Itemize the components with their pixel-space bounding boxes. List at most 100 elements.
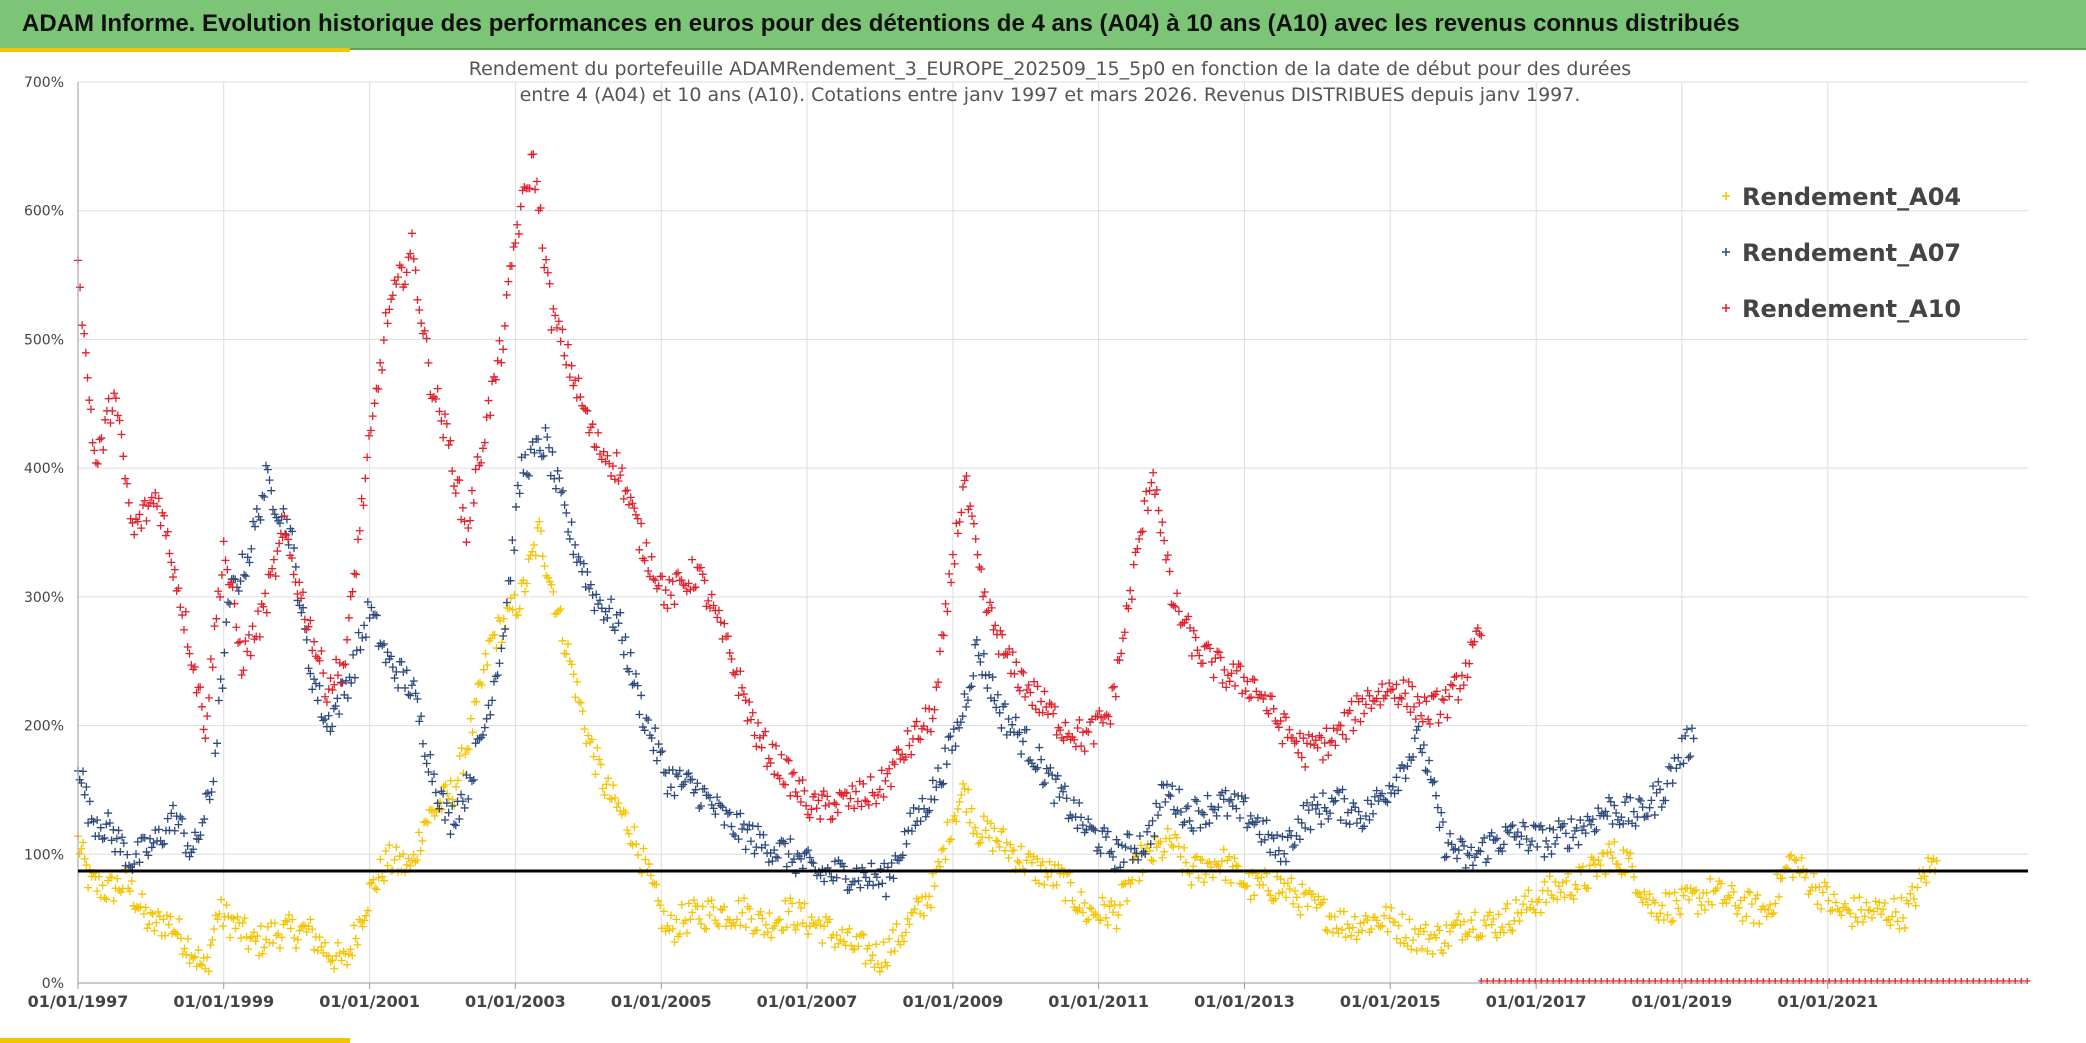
data-point — [310, 675, 319, 684]
data-point — [217, 895, 226, 904]
data-point — [695, 803, 704, 812]
data-point — [234, 638, 243, 647]
data-point — [94, 872, 103, 881]
data-point — [1331, 741, 1340, 750]
data-point — [1456, 684, 1465, 693]
data-point — [332, 655, 341, 664]
data-point — [684, 769, 693, 778]
data-point — [1264, 709, 1273, 718]
data-point — [987, 603, 996, 612]
data-point — [705, 911, 714, 920]
data-point — [896, 940, 905, 949]
data-point — [937, 780, 946, 789]
data-point — [1187, 881, 1196, 890]
data-point — [1248, 675, 1257, 684]
data-point — [1061, 896, 1070, 905]
data-point — [1453, 854, 1462, 863]
data-point — [1429, 692, 1438, 701]
data-point — [1603, 849, 1612, 858]
data-point — [1117, 649, 1126, 658]
data-point — [1340, 794, 1349, 803]
data-point — [263, 465, 272, 474]
data-point — [1603, 812, 1612, 821]
data-point — [734, 835, 743, 844]
data-point — [1376, 791, 1385, 800]
data-point — [716, 801, 725, 810]
data-point — [1824, 896, 1833, 905]
data-point — [374, 873, 383, 882]
data-point — [1826, 907, 1835, 916]
data-point — [142, 847, 151, 856]
data-point — [757, 743, 766, 752]
data-point — [169, 801, 178, 810]
data-point — [1059, 736, 1068, 745]
data-point — [1363, 686, 1372, 695]
data-point — [1219, 795, 1228, 804]
data-point — [948, 746, 957, 755]
data-point — [738, 824, 747, 833]
data-point — [1381, 797, 1390, 806]
data-point — [471, 465, 480, 474]
data-point — [1276, 875, 1285, 884]
data-point — [976, 838, 985, 847]
data-point — [381, 847, 390, 856]
data-point — [244, 944, 253, 953]
data-point — [1638, 898, 1647, 907]
data-point — [208, 663, 217, 672]
data-point — [1463, 849, 1472, 858]
data-point — [1214, 803, 1223, 812]
data-point — [1629, 807, 1638, 816]
data-point — [170, 565, 179, 574]
data-point — [574, 552, 583, 561]
data-point — [197, 702, 206, 711]
data-point — [877, 963, 886, 972]
data-point — [1419, 740, 1428, 749]
data-point — [164, 920, 173, 929]
data-point — [1697, 901, 1706, 910]
data-point — [1164, 790, 1173, 799]
data-point — [1237, 792, 1246, 801]
data-point — [406, 249, 415, 258]
data-point — [144, 851, 153, 860]
data-point — [937, 846, 946, 855]
data-point — [914, 734, 923, 743]
data-point — [672, 770, 681, 779]
data-point — [1078, 908, 1087, 917]
data-point — [861, 873, 870, 882]
data-point — [1418, 717, 1427, 726]
data-point — [765, 909, 774, 918]
x-tick-label: 01/01/2015 — [1340, 992, 1441, 1011]
data-point — [1381, 902, 1390, 911]
data-point — [1485, 908, 1494, 917]
data-point — [857, 802, 866, 811]
data-point — [1105, 902, 1114, 911]
data-point — [634, 850, 643, 859]
data-point — [1274, 723, 1283, 732]
data-point — [1508, 821, 1517, 830]
data-point — [865, 941, 874, 950]
data-point — [957, 508, 966, 517]
data-point — [1515, 840, 1524, 849]
data-point — [227, 913, 236, 922]
data-point — [395, 852, 404, 861]
data-point — [174, 584, 183, 593]
data-point — [993, 837, 1002, 846]
data-point — [1045, 699, 1054, 708]
data-point — [881, 776, 890, 785]
data-point — [556, 337, 565, 346]
data-point — [928, 776, 937, 785]
data-point — [640, 726, 649, 735]
data-point — [346, 945, 355, 954]
data-point — [1667, 917, 1676, 926]
data-point — [467, 486, 476, 495]
data-point — [409, 254, 418, 263]
data-point — [452, 782, 461, 791]
data-point — [1520, 892, 1529, 901]
data-point — [630, 823, 639, 832]
data-point — [908, 908, 917, 917]
data-point — [495, 336, 504, 345]
data-point — [848, 781, 857, 790]
data-point — [610, 626, 619, 635]
data-point — [321, 715, 330, 724]
data-point — [176, 812, 185, 821]
